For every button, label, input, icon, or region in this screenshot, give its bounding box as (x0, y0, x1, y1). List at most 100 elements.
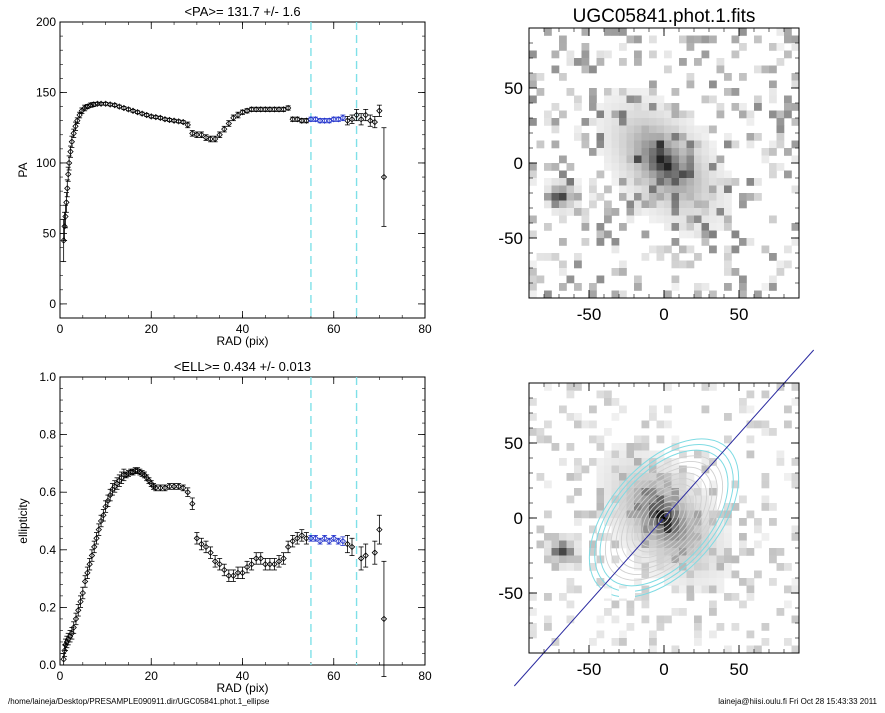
image-pixel (724, 140, 732, 149)
diamond-marker (86, 561, 93, 568)
image-pixel (686, 148, 695, 156)
image-pixel (791, 80, 800, 89)
image-pixel (551, 103, 560, 111)
image-pixel (589, 178, 597, 186)
image-pixel (611, 615, 620, 624)
image-pixel (529, 275, 537, 284)
image-pixel (566, 585, 575, 594)
image-pixel (611, 110, 620, 119)
x-tick-label: 20 (145, 322, 159, 336)
diamond-marker (321, 535, 328, 542)
image-pixel (761, 503, 770, 511)
image-pixel (604, 488, 612, 496)
image-pixel (596, 125, 605, 134)
diamond-marker (84, 103, 91, 110)
image-pixel (716, 58, 725, 66)
image-pixel (559, 185, 567, 194)
image-pixel (716, 185, 725, 194)
image-pixel (701, 178, 710, 186)
image-pixel (746, 193, 755, 201)
data-point (234, 111, 242, 119)
image-pixel (694, 230, 702, 239)
image-pixel (589, 435, 597, 444)
image-pixel (619, 503, 627, 511)
image-pixel (754, 193, 762, 201)
data-point (376, 104, 383, 117)
image-pixel (656, 245, 665, 254)
diamond-marker (111, 101, 118, 109)
image-pixel (641, 125, 650, 134)
image-pixel (679, 193, 687, 201)
image-pixel (791, 73, 800, 81)
image-pixel (611, 458, 620, 466)
image-pixel (731, 623, 740, 631)
image-pixel (551, 443, 560, 451)
image-pixel (709, 125, 717, 134)
image-pixel (611, 473, 620, 481)
image-pixel (544, 118, 552, 126)
image-pixel (604, 28, 612, 36)
diamond-marker (330, 535, 337, 542)
data-point (61, 211, 68, 241)
image-pixel (724, 223, 732, 231)
image-pixel (596, 473, 605, 481)
image-pixel (694, 185, 702, 194)
image-pixel (709, 383, 717, 391)
image-pixel (686, 525, 695, 534)
data-point (100, 509, 107, 522)
image-pixel (551, 193, 560, 201)
x-tick-label: -50 (577, 660, 602, 679)
image-pixel (664, 540, 672, 549)
image-pixel (574, 555, 582, 564)
image-pixel (641, 95, 650, 104)
image-pixel (634, 118, 642, 126)
image-pixel (791, 525, 800, 534)
image-pixel (604, 110, 612, 119)
image-pixel (551, 638, 560, 646)
diamond-marker (348, 543, 356, 551)
diamond-marker (189, 130, 196, 137)
image-pixel (664, 155, 672, 164)
diamond-marker (170, 483, 178, 490)
diamond-marker (60, 237, 67, 244)
image-pixel (641, 443, 650, 451)
image-pixel (604, 398, 612, 406)
data-point (107, 101, 114, 108)
data-point (339, 536, 347, 546)
diamond-marker (180, 484, 187, 492)
image-pixel (551, 253, 560, 261)
image-pixel (694, 125, 702, 134)
image-pixel (611, 208, 620, 216)
image-pixel (709, 170, 717, 179)
image-pixel (701, 495, 710, 504)
diamond-marker (65, 171, 72, 178)
image-pixel (596, 50, 605, 59)
diamond-marker (207, 135, 214, 143)
image-pixel (649, 533, 657, 541)
image-pixel (679, 35, 687, 44)
image-pixel (604, 185, 612, 194)
data-point (86, 558, 93, 571)
image-pixel (746, 450, 755, 459)
diamond-marker (175, 483, 182, 490)
image-pixel (559, 193, 567, 201)
diamond-marker (312, 116, 319, 123)
y-axis-label: PA (16, 162, 30, 177)
diamond-marker (289, 116, 296, 123)
image-pixel (619, 458, 627, 466)
image-pixel (574, 458, 582, 466)
image-pixel (574, 488, 582, 496)
diamond-marker (161, 484, 169, 492)
data-point (284, 104, 292, 112)
data-point (216, 131, 223, 138)
image-pixel (619, 223, 627, 231)
image-pixel (641, 570, 650, 579)
diamond-marker (326, 117, 333, 124)
data-point (266, 558, 274, 571)
image-pixel (529, 428, 537, 436)
image-pixel (754, 35, 762, 44)
image-pixel (686, 193, 695, 201)
data-point (271, 106, 278, 113)
image-pixel (679, 163, 687, 171)
pa-profile-plot: 0 20 40 60 80 0 50 100 150 200 <PA>= 131.7 +/- 1.6… (16, 4, 432, 348)
